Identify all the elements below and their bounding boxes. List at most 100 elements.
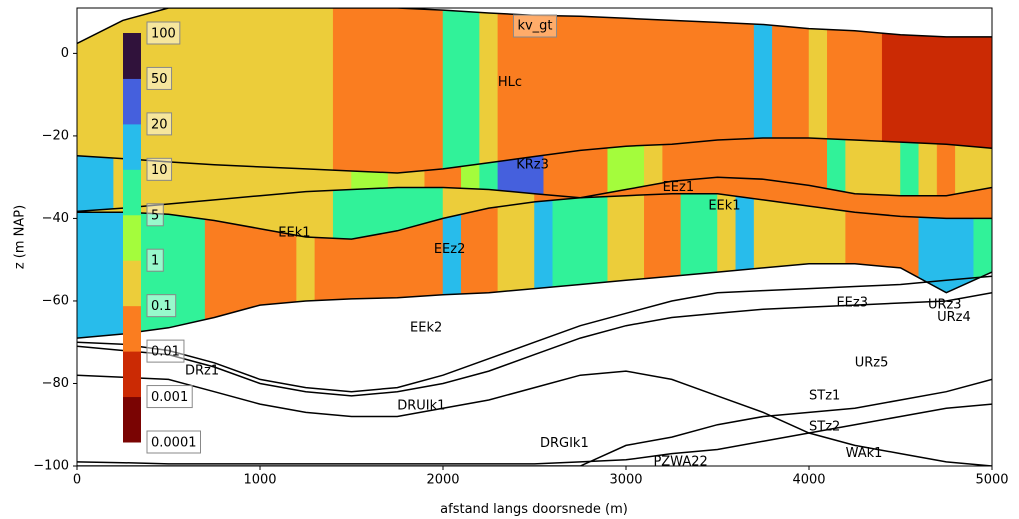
y-tick-label: −100 bbox=[33, 459, 69, 474]
kv-cell bbox=[881, 32, 992, 149]
colorbar-tick-label: 0.001 bbox=[151, 390, 188, 405]
plot-area bbox=[77, 8, 992, 466]
kv-cell bbox=[644, 144, 663, 187]
layer-label: EEk1 bbox=[278, 225, 310, 240]
layer-label: URz3 bbox=[928, 298, 962, 313]
kv-cell bbox=[644, 193, 682, 279]
layer-boundary bbox=[77, 263, 992, 339]
x-tick-label: 5000 bbox=[975, 473, 1008, 488]
kv-cell bbox=[772, 25, 810, 139]
kv-cell bbox=[753, 23, 773, 139]
colorbar-tick-label: 50 bbox=[151, 72, 168, 87]
layer-label: DRz1 bbox=[185, 364, 219, 379]
layer-label: STz2 bbox=[809, 419, 840, 434]
kv-cell bbox=[543, 147, 608, 199]
colorbar-tick-label: 100 bbox=[151, 27, 176, 42]
colorbar-band bbox=[123, 169, 141, 216]
colorbar-band bbox=[123, 305, 141, 352]
layer-label: EEk1 bbox=[708, 199, 740, 214]
layer-boundary bbox=[77, 176, 992, 213]
colorbar-band bbox=[123, 123, 141, 170]
layer-boundary bbox=[77, 291, 992, 397]
colorbar-label-box bbox=[146, 66, 173, 90]
y-axis-label: z (m NAP) bbox=[13, 205, 28, 269]
x-tick-label: 1000 bbox=[243, 473, 276, 488]
kv-cell bbox=[900, 141, 920, 196]
colorbar-tick-label: 5 bbox=[151, 208, 159, 223]
y-tick-label: 0 bbox=[61, 46, 69, 61]
kv-cell bbox=[607, 194, 645, 283]
kv-cell bbox=[351, 170, 389, 190]
layer-boundary bbox=[77, 370, 992, 466]
kv-cell bbox=[607, 145, 645, 194]
y-tick-label: −80 bbox=[42, 376, 69, 391]
kv-cell bbox=[918, 142, 938, 196]
colorbar-label-box bbox=[146, 112, 173, 136]
kv-cell bbox=[955, 144, 992, 195]
layer-label: EEz1 bbox=[663, 180, 695, 195]
kv-cell bbox=[296, 234, 316, 303]
layer-boundary bbox=[77, 192, 992, 240]
kv-cell bbox=[827, 29, 883, 142]
layer-label: EEz2 bbox=[434, 242, 466, 257]
kv-cell bbox=[461, 206, 499, 295]
colorbar-label-box bbox=[146, 385, 193, 409]
kv-cell bbox=[552, 196, 608, 288]
kv-cell bbox=[442, 9, 480, 170]
layer-label: EEz3 bbox=[836, 296, 868, 311]
axes-frame bbox=[76, 7, 993, 467]
y-tick-label: −60 bbox=[42, 293, 69, 308]
colorbar-band bbox=[123, 396, 141, 443]
layer-boundary bbox=[77, 378, 992, 466]
y-tick-label: −40 bbox=[42, 211, 69, 226]
kv-cell bbox=[497, 201, 535, 293]
layer-boundary bbox=[77, 403, 992, 465]
layer-label: HLc bbox=[498, 75, 522, 90]
colorbar-label-box bbox=[146, 157, 173, 181]
x-tick-label: 3000 bbox=[609, 473, 642, 488]
colorbar-label-box bbox=[146, 430, 201, 454]
layer-boundary bbox=[77, 137, 992, 174]
colorbar-tick-label: 10 bbox=[151, 163, 168, 178]
x-tick-label: 4000 bbox=[792, 473, 825, 488]
colorbar-tick-label: 20 bbox=[151, 117, 168, 132]
kv-cell bbox=[845, 210, 920, 279]
layer-label: URz4 bbox=[937, 310, 971, 325]
kv-cell bbox=[479, 12, 499, 165]
layer-label: EEk2 bbox=[410, 320, 442, 335]
colorbar-band bbox=[123, 351, 141, 398]
colorbar-label-box bbox=[146, 294, 177, 318]
kv-cell bbox=[827, 138, 846, 193]
x-axis-label: afstand langs doorsnede (m) bbox=[440, 502, 628, 517]
kv-cell bbox=[461, 163, 480, 190]
layer-boundary bbox=[77, 275, 992, 393]
chart-title: kv_gt bbox=[517, 19, 552, 34]
layer-label: DRGIk1 bbox=[540, 436, 589, 451]
x-tick-label: 0 bbox=[73, 473, 81, 488]
kv-cell bbox=[845, 139, 901, 196]
colorbar-band bbox=[123, 214, 141, 261]
colorbar-band bbox=[123, 78, 141, 125]
layer-label: KRz3 bbox=[516, 157, 549, 172]
layer-label: WAk1 bbox=[846, 446, 883, 461]
colorbar-tick-label: 1 bbox=[151, 254, 159, 269]
colorbar-label-box bbox=[146, 339, 185, 363]
kv-cell bbox=[534, 200, 554, 289]
kv-cell bbox=[808, 28, 828, 140]
kv-cell bbox=[936, 143, 956, 196]
layer-label: URz5 bbox=[855, 355, 889, 370]
layer-label: STz1 bbox=[809, 388, 840, 403]
kv-cell bbox=[77, 8, 334, 171]
kv-cell bbox=[77, 155, 114, 212]
kv-cell bbox=[973, 218, 992, 281]
kv-cell bbox=[332, 8, 444, 174]
y-tick-label: −20 bbox=[42, 128, 69, 143]
kv-cell bbox=[479, 161, 499, 191]
x-tick-label: 2000 bbox=[426, 473, 459, 488]
layer-label: PZWA22 bbox=[653, 454, 707, 469]
colorbar-label-box bbox=[146, 248, 164, 272]
colorbar-tick-label: 0.0001 bbox=[151, 436, 197, 451]
colorbar-label-box bbox=[146, 21, 181, 45]
colorbar-label-box bbox=[146, 203, 164, 227]
